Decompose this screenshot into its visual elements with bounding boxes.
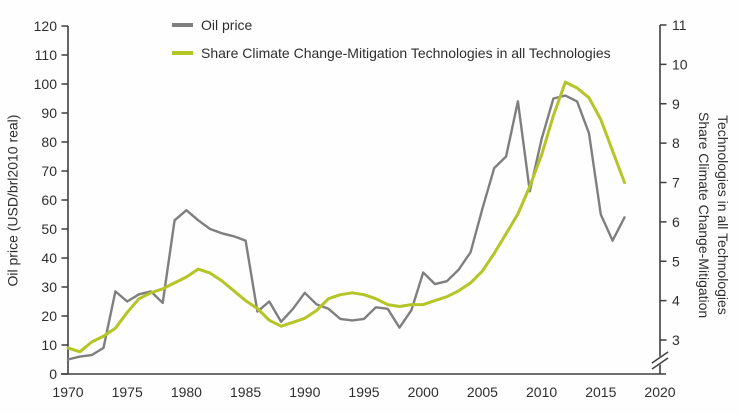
legend-swatch-share (172, 51, 193, 55)
left-axis-tick-label: 50 (41, 221, 57, 237)
left-axis-tick-label: 80 (41, 134, 57, 150)
right-axis-tick-label: 9 (672, 96, 680, 112)
x-axis-tick-label: 1970 (52, 384, 83, 400)
share-technologies-line (66, 80, 626, 354)
legend-item-share: Share Climate Change-Mitigation Technolo… (172, 39, 611, 67)
right-axis-tick-label: 10 (672, 56, 688, 72)
x-axis-tick-label: 1990 (289, 384, 320, 400)
oil-price-line (66, 94, 626, 361)
chart-legend: Oil price Share Climate Change-Mitigatio… (172, 11, 611, 67)
right-axis-tick-label: 11 (672, 17, 687, 33)
axis-break-slash (651, 351, 669, 364)
axis-break-slash (651, 357, 669, 370)
legend-item-oil-price: Oil price (172, 11, 611, 39)
left-axis-tick-label: 90 (41, 105, 57, 121)
x-axis-tick-label: 1980 (171, 384, 202, 400)
x-axis-tick-label: 1975 (112, 384, 143, 400)
x-axis-tick-label: 2000 (408, 384, 439, 400)
left-axis-tick-label: 20 (41, 308, 57, 324)
left-axis-tick-label: 0 (49, 366, 57, 382)
left-axis-tick-label: 60 (41, 192, 57, 208)
right-axis-tick-label: 7 (672, 175, 680, 191)
right-axis-tick-label: 6 (672, 214, 680, 230)
legend-swatch-oil-price (172, 23, 193, 27)
left-axis-tick-label: 30 (41, 279, 57, 295)
x-axis-tick-label: 2005 (467, 384, 498, 400)
left-axis-tick-label: 10 (41, 337, 57, 353)
right-axis-title-line1: Share Climate Change-Mitigation (696, 111, 712, 319)
right-axis-title-line2: Technologies in all Technologies (715, 115, 731, 315)
left-axis-tick-label: 100 (34, 76, 58, 92)
left-axis-tick-label: 40 (41, 250, 57, 266)
right-axis-tick-label: 4 (672, 293, 680, 309)
x-axis-tick-label: 2020 (644, 384, 675, 400)
x-axis-tick-label: 1985 (230, 384, 261, 400)
x-axis-tick-label: 2010 (526, 384, 557, 400)
right-axis-tick-label: 3 (672, 332, 680, 348)
right-axis-title: Share Climate Change-Mitigation Technolo… (694, 84, 732, 346)
left-axis-title: Oil price (USD/brl2010 real) (4, 114, 21, 287)
left-axis-tick-label: 120 (34, 18, 58, 34)
legend-label-share: Share Climate Change-Mitigation Technolo… (201, 45, 611, 61)
left-axis-tick-label: 110 (35, 47, 58, 63)
left-axis-tick-label: 70 (41, 163, 57, 179)
axis-break-gap (650, 352, 670, 369)
legend-label-oil-price: Oil price (201, 17, 253, 33)
x-axis-tick-label: 2015 (585, 384, 616, 400)
right-axis-tick-label: 8 (672, 135, 680, 151)
right-axis-tick-label: 5 (672, 253, 680, 269)
x-axis-tick-label: 1995 (348, 384, 379, 400)
